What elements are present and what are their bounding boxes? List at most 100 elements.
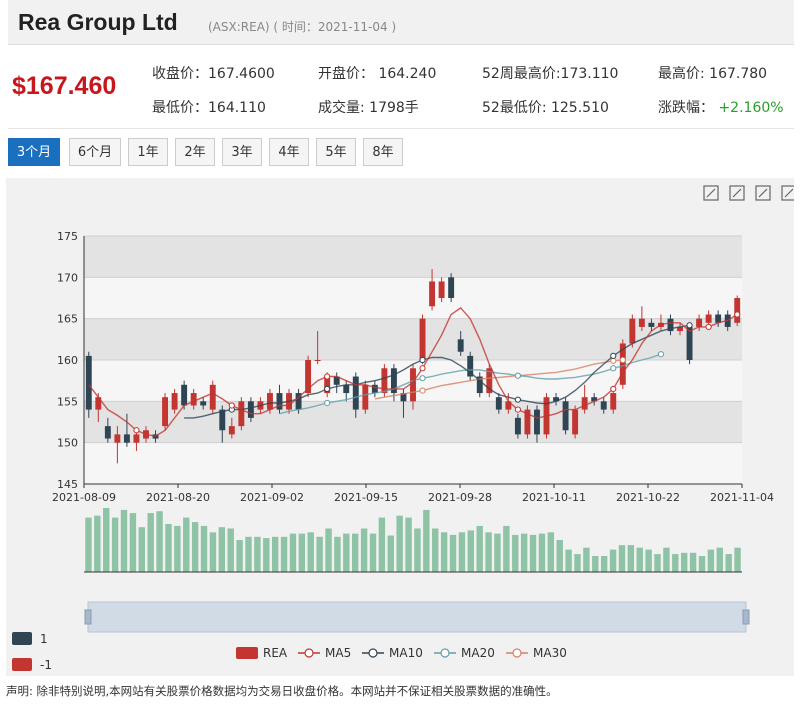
candle-body (600, 401, 607, 410)
legend-swatch-marker (368, 648, 378, 658)
candle-body (581, 397, 588, 410)
quote-stat-value: +2.160% (718, 100, 784, 116)
quote-stat-label: 最高价: (658, 66, 710, 82)
volume-bar (681, 552, 688, 572)
candle-body (305, 360, 312, 394)
candle-body (591, 397, 598, 402)
candle-body (562, 401, 569, 431)
y-tick-label: 175 (57, 230, 78, 243)
candle-body (85, 355, 92, 410)
candle-body (162, 397, 169, 427)
quote-stat-value: 164.240 (378, 66, 437, 82)
zoom-slider-track[interactable] (87, 601, 747, 633)
candle-body (467, 355, 474, 377)
range-tab[interactable]: 3个月 (8, 138, 60, 166)
save-image-icon[interactable] (781, 185, 797, 201)
legend-label: MA5 (325, 646, 351, 660)
range-tab[interactable]: 3年 (222, 138, 262, 166)
range-tab[interactable]: 5年 (316, 138, 356, 166)
ma30-marker (610, 357, 617, 364)
candle-body (390, 368, 397, 394)
range-tab[interactable]: 2年 (175, 138, 215, 166)
volume-bar (360, 528, 368, 572)
quote-stat: 52最低价: 125.510 (482, 97, 609, 117)
y-tick-label: 155 (57, 395, 78, 408)
candle-body (209, 384, 216, 410)
ma5-marker (324, 373, 331, 380)
ma5-marker (419, 365, 426, 372)
volume-bar (574, 554, 581, 572)
legend-item[interactable]: MA5 (298, 646, 351, 660)
range-tab[interactable]: 6个月 (69, 138, 121, 166)
candle-body (95, 397, 102, 410)
range-tab[interactable]: 4年 (269, 138, 309, 166)
volume-bar (254, 536, 261, 572)
volume-bar (716, 547, 723, 572)
candle-body (114, 434, 121, 443)
range-tab[interactable]: 1年 (128, 138, 168, 166)
legend-item[interactable]: MA10 (362, 646, 423, 660)
volume-bar (672, 554, 679, 572)
legend-label: MA30 (533, 646, 567, 660)
volume-bar (263, 538, 270, 572)
volume-bar (449, 534, 457, 572)
zoom-slider-handle[interactable] (742, 609, 750, 625)
legend-item[interactable]: REA (236, 646, 288, 660)
range-tab[interactable]: 8年 (363, 138, 403, 166)
candle-body (171, 393, 178, 410)
quote-stat-label: 最低价： (152, 100, 208, 116)
zoom-slider-handle[interactable] (84, 609, 92, 625)
candlestick-chart: 145 150 155 160 165 170 175 2021-08-09 2021-08-2… (12, 185, 797, 672)
volume-bar (191, 522, 199, 572)
ma20-line (279, 353, 662, 415)
zoom-icon[interactable] (703, 185, 719, 201)
y-tick-label: 145 (57, 478, 78, 491)
volume-bar (343, 533, 350, 572)
legend-label: MA20 (461, 646, 495, 660)
ma10-marker (610, 352, 617, 359)
x-tick-label: 2021-08-09 (52, 491, 116, 504)
candle-body (686, 326, 693, 360)
volume-bar (583, 547, 590, 572)
restore-icon[interactable] (755, 185, 771, 201)
candle-body (181, 384, 188, 406)
legend-item[interactable]: MA30 (506, 646, 567, 660)
candle-body (247, 401, 254, 418)
grid-band (84, 236, 742, 278)
legend-label: MA10 (389, 646, 423, 660)
ma5-marker (734, 311, 741, 318)
volume-bar (280, 536, 288, 572)
candle-body (667, 318, 674, 332)
legend-swatch-marker (512, 648, 522, 658)
candle-body (314, 360, 321, 361)
candle-body (638, 318, 645, 327)
candle-body (362, 384, 369, 410)
volume-bar (174, 525, 181, 572)
volume-bar (547, 532, 555, 572)
volume-bar (734, 547, 741, 572)
candle-body (104, 426, 111, 439)
candle-body (381, 368, 388, 394)
volume-bar (458, 532, 466, 572)
legend-item[interactable]: MA20 (434, 646, 495, 660)
volume-bar (725, 554, 732, 572)
volume-bar (129, 513, 137, 572)
volume-bar (645, 549, 652, 572)
candle-body (371, 384, 378, 394)
candle-body (200, 401, 207, 406)
quote-stat-label: 涨跌幅： (658, 100, 719, 116)
candle-body (534, 409, 540, 435)
candle-body (133, 434, 140, 443)
volume-bar (512, 534, 519, 572)
ma20-marker (610, 365, 617, 372)
volume-bar (325, 528, 332, 572)
x-tick-label: 2021-10-11 (522, 491, 586, 504)
quote-stat: 成交量: 1798手 (318, 97, 419, 117)
x-tick-label: 2021-10-22 (616, 491, 680, 504)
volume-bar (565, 549, 572, 572)
volume-bar (485, 532, 492, 572)
volume-bar (289, 533, 297, 572)
candle-body (696, 318, 703, 327)
y-tick-label: 170 (57, 271, 78, 284)
zoom-reset-icon[interactable] (729, 185, 745, 201)
